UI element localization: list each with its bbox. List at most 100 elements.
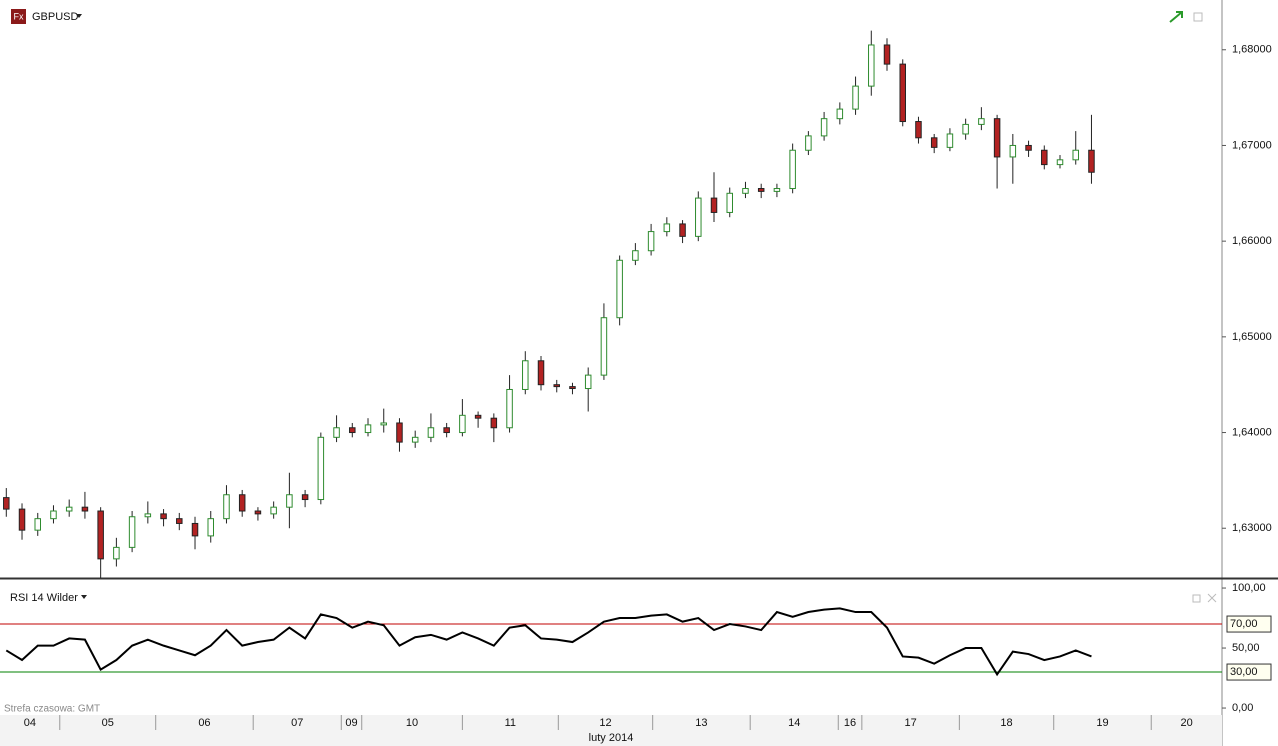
x-tick-label: 13: [695, 717, 707, 729]
candle-body: [223, 494, 230, 520]
y-tick-label: 1,67000: [1232, 139, 1272, 151]
level-label: 70,00: [1230, 618, 1258, 630]
candle-body: [207, 518, 214, 537]
level-box: [1226, 615, 1272, 633]
timezone-label: Strefa czasowa: GMT: [4, 704, 100, 715]
candle-body: [396, 422, 403, 443]
candle-body: [254, 510, 262, 515]
candle-body: [695, 197, 702, 237]
candle-body: [411, 436, 419, 443]
y-tick-label: 100,00: [1232, 582, 1266, 594]
candle-body: [600, 317, 608, 376]
candle-body: [270, 506, 277, 515]
x-tick-label: 12: [599, 717, 611, 729]
candle-body: [443, 427, 450, 434]
x-tick-label: 11: [505, 717, 516, 729]
candle-body: [789, 149, 796, 190]
x-tick-label: 18: [1000, 717, 1012, 729]
candle-body: [883, 44, 891, 65]
candle-body: [993, 118, 1001, 158]
time-axis: [0, 715, 1222, 746]
candle-body: [474, 414, 482, 419]
x-tick-label: 14: [788, 717, 800, 729]
dropdown-arrow[interactable]: [81, 595, 87, 599]
x-axis-title: luty 2014: [589, 732, 634, 744]
candle-body: [427, 427, 435, 438]
trend-icon[interactable]: [1169, 11, 1183, 23]
candle-body: [191, 522, 199, 537]
y-tick-label: 1,66000: [1232, 235, 1272, 247]
candle-body: [286, 494, 293, 508]
candle-body: [553, 384, 560, 388]
x-tick-label: 16: [844, 717, 856, 729]
candle-body: [1088, 149, 1095, 173]
candle-body: [710, 197, 718, 213]
candle-body: [820, 118, 828, 137]
symbol-title[interactable]: GBPUSD: [32, 11, 79, 23]
candle-body: [3, 497, 10, 510]
candle-body: [459, 414, 466, 434]
candle-body: [238, 494, 246, 512]
window-icon[interactable]: [1193, 12, 1203, 22]
candle-body: [726, 192, 733, 213]
candle-body: [978, 118, 985, 125]
candle-body: [946, 133, 954, 148]
window-icon[interactable]: [1192, 594, 1201, 603]
symbol-icon: [11, 9, 26, 24]
candle-body: [1041, 149, 1048, 166]
indicator-title[interactable]: RSI 14 Wilder: [10, 592, 78, 604]
candle-body: [679, 223, 686, 237]
x-tick-label: 17: [904, 717, 916, 729]
candle-body: [663, 223, 671, 233]
candle-body: [1056, 159, 1064, 166]
candle-body: [1072, 149, 1079, 161]
candle-body: [160, 513, 167, 520]
y-tick-label: 1,64000: [1232, 426, 1272, 438]
candle-body: [128, 516, 136, 548]
candle-body: [773, 188, 781, 192]
candle-body: [584, 374, 592, 390]
candle-body: [852, 85, 859, 110]
x-tick-label: 09: [345, 717, 357, 729]
x-tick-label: 07: [291, 717, 303, 729]
candle-body: [742, 188, 749, 194]
x-tick-label: 20: [1180, 717, 1192, 729]
candle-body: [50, 510, 57, 520]
x-tick-label: 06: [198, 717, 210, 729]
y-tick-label: 1,63000: [1232, 522, 1272, 534]
candle-body: [805, 135, 812, 151]
close-icon[interactable]: [1207, 593, 1217, 603]
candle-body: [930, 137, 938, 148]
x-tick-label: 04: [24, 717, 36, 729]
candle-body: [868, 44, 875, 87]
candle-body: [915, 121, 922, 139]
candle-body: [537, 360, 545, 386]
candle-body: [97, 510, 104, 560]
dropdown-arrow[interactable]: [76, 14, 82, 18]
x-tick-label: 05: [102, 717, 114, 729]
candle-body: [490, 417, 498, 429]
candle-body: [364, 424, 372, 434]
candle-body: [317, 436, 325, 501]
rsi-line: [5, 607, 1092, 677]
candle-body: [757, 188, 765, 192]
y-tick-label: 50,00: [1232, 642, 1260, 654]
candle-body: [647, 231, 655, 252]
candle-body: [616, 259, 623, 319]
y-tick-label: 1,65000: [1232, 331, 1272, 343]
candle-body: [899, 63, 906, 123]
candle-body: [18, 508, 26, 531]
candle-body: [569, 386, 576, 390]
candle-body: [113, 546, 120, 560]
candle-body: [176, 518, 183, 524]
candle-body: [1025, 144, 1032, 151]
candle-body: [349, 427, 356, 434]
candle-body: [144, 513, 152, 518]
candle-body: [962, 123, 969, 135]
y-tick-label: 1,68000: [1232, 44, 1272, 56]
candle-body: [34, 518, 41, 531]
y-tick-label: 0,00: [1232, 702, 1253, 714]
candle-body: [380, 422, 387, 426]
level-box: [1226, 663, 1272, 681]
